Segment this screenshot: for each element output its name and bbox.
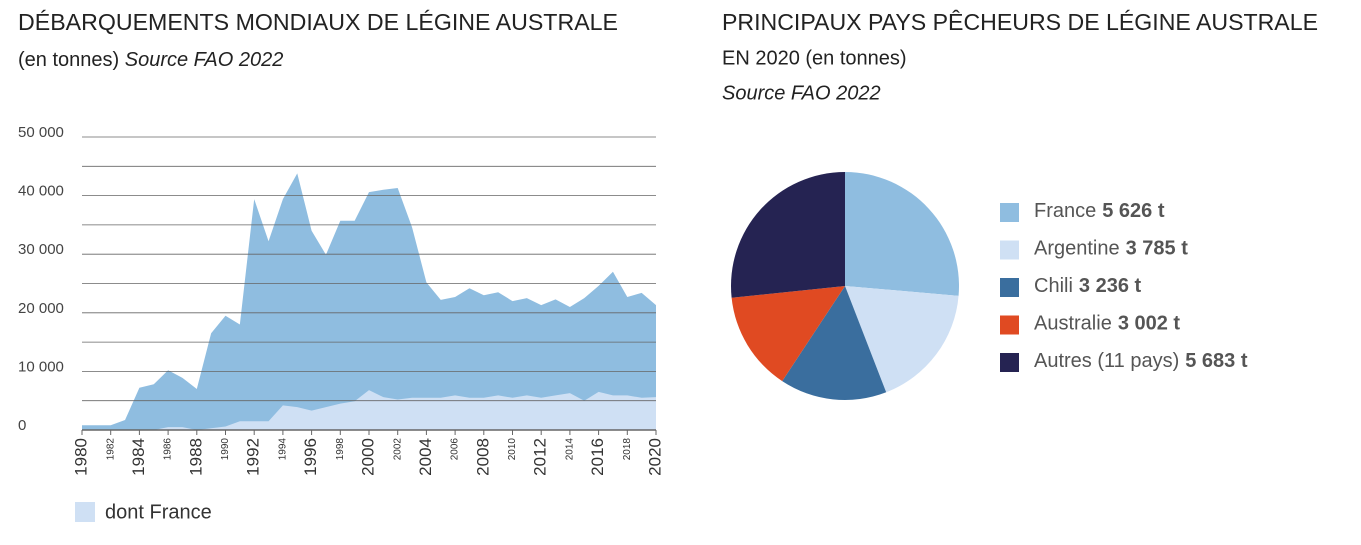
value-label: 3 236 t bbox=[1079, 275, 1142, 297]
chart-subtitle: EN 2020 (en tonnes) bbox=[722, 47, 907, 69]
legend-entry: France 5 626 t bbox=[1034, 200, 1165, 222]
legend-swatch bbox=[1000, 353, 1019, 372]
legend-label: Argentine bbox=[1034, 238, 1120, 260]
source: Source FAO 2022 bbox=[125, 49, 284, 71]
y-tick-label: 0 bbox=[18, 417, 26, 434]
subtitle: (en tonnes) bbox=[18, 49, 119, 71]
x-tick-label: 2016 bbox=[588, 438, 607, 476]
value-label: 3 785 t bbox=[1126, 238, 1189, 260]
x-tick-label: 1982 bbox=[105, 438, 116, 461]
chart-subtitle: (en tonnes) Source FAO 2022 bbox=[18, 49, 283, 71]
x-tick-label: 1990 bbox=[220, 438, 231, 461]
x-tick-label: 1998 bbox=[335, 438, 346, 461]
y-tick-label: 40 000 bbox=[18, 183, 64, 200]
x-tick-label: 2014 bbox=[565, 438, 576, 461]
value-label: 5 683 t bbox=[1185, 350, 1248, 372]
legend-entry: Australie 3 002 t bbox=[1034, 313, 1180, 335]
x-tick-label: 1996 bbox=[301, 438, 320, 476]
legend-entry: Autres (11 pays) 5 683 t bbox=[1034, 350, 1248, 372]
legend-label: Autres (11 pays) bbox=[1034, 350, 1179, 372]
legend-label: Chili bbox=[1034, 275, 1073, 297]
x-tick-label: 1980 bbox=[71, 438, 90, 476]
area bbox=[82, 173, 656, 430]
x-tick-label: 2012 bbox=[531, 438, 550, 476]
x-tick-label: 2000 bbox=[358, 438, 377, 476]
legend-swatch bbox=[75, 502, 95, 522]
legend-swatch bbox=[1000, 203, 1019, 222]
x-tick-label: 2008 bbox=[473, 438, 492, 476]
legend-swatch bbox=[1000, 315, 1019, 335]
area bbox=[82, 390, 656, 430]
legend-label: France bbox=[1034, 200, 1096, 222]
legend-label: dont France bbox=[105, 501, 212, 523]
y-tick-label: 30 000 bbox=[18, 241, 64, 258]
legend-entry: Argentine 3 785 t bbox=[1034, 238, 1188, 260]
x-tick-label: 1986 bbox=[163, 438, 174, 461]
source: Source FAO 2022 bbox=[722, 82, 881, 104]
pie-slice bbox=[731, 286, 845, 382]
x-tick-label: 1984 bbox=[129, 438, 148, 476]
legend-entry: Chili 3 236 t bbox=[1034, 275, 1142, 297]
x-tick-label: 2020 bbox=[645, 438, 664, 476]
x-tick-label: 2010 bbox=[507, 438, 518, 461]
y-tick-label: 50 000 bbox=[18, 124, 64, 141]
pie-slice bbox=[730, 172, 845, 298]
chart-title: PRINCIPAUX PAYS PÊCHEURS DE LÉGINE AUSTR… bbox=[722, 9, 1318, 35]
value-label: 5 626 t bbox=[1102, 200, 1165, 222]
x-tick-label: 1994 bbox=[278, 438, 289, 461]
pie-slice bbox=[845, 172, 960, 296]
x-tick-label: 2004 bbox=[416, 438, 435, 476]
pie-slice bbox=[845, 286, 959, 393]
y-tick-label: 20 000 bbox=[18, 300, 64, 317]
x-tick-label: 2002 bbox=[392, 438, 403, 461]
y-tick-label: 10 000 bbox=[18, 358, 64, 375]
x-tick-label: 1988 bbox=[186, 438, 205, 476]
legend-swatch bbox=[1000, 240, 1019, 260]
legend-label: Australie bbox=[1034, 313, 1112, 335]
pie-slice bbox=[782, 286, 887, 400]
x-tick-label: 2018 bbox=[622, 438, 633, 461]
value-label: 3 002 t bbox=[1118, 313, 1181, 335]
x-tick-label: 2006 bbox=[450, 438, 461, 461]
x-tick-label: 1992 bbox=[244, 438, 263, 476]
legend-swatch bbox=[1000, 278, 1019, 297]
chart-title: DÉBARQUEMENTS MONDIAUX DE LÉGINE AUSTRAL… bbox=[18, 9, 618, 35]
